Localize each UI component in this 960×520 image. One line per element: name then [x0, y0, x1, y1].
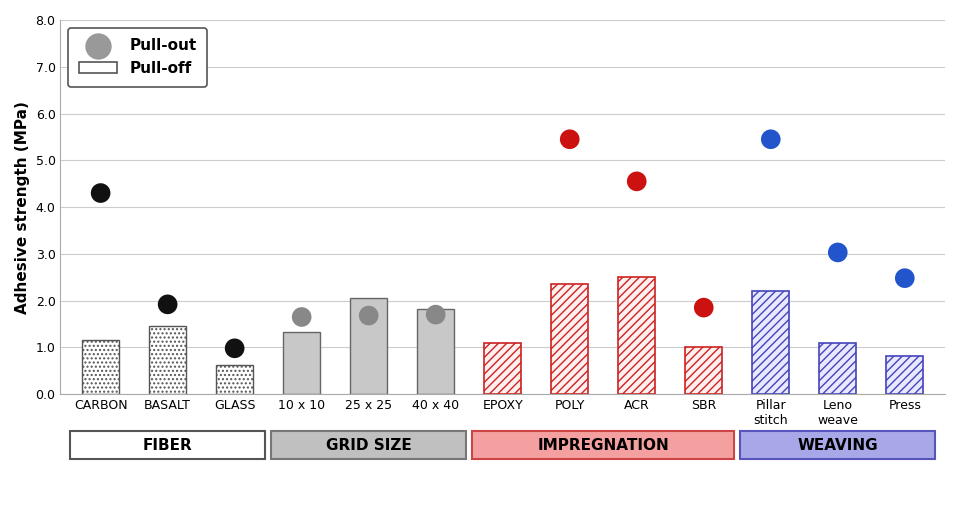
Text: IMPREGNATION: IMPREGNATION — [538, 438, 669, 452]
Point — [294, 313, 309, 321]
Point — [428, 310, 444, 319]
Point — [629, 177, 644, 186]
Point — [830, 248, 846, 256]
Bar — [149, 327, 186, 394]
Legend: Pull-out, Pull-off: Pull-out, Pull-off — [68, 28, 207, 87]
Text: GRID SIZE: GRID SIZE — [325, 438, 412, 452]
Point — [897, 274, 912, 282]
Bar — [484, 343, 521, 394]
Bar — [216, 365, 253, 394]
Bar — [618, 277, 655, 394]
Point — [696, 304, 711, 312]
Y-axis label: Adhesive strength (MPa): Adhesive strength (MPa) — [15, 101, 30, 314]
Bar — [685, 347, 722, 394]
Point — [227, 344, 242, 353]
Point — [763, 135, 779, 144]
Bar — [283, 332, 320, 394]
Point — [562, 135, 577, 144]
Point — [160, 300, 176, 308]
Bar — [83, 341, 119, 394]
Text: FIBER: FIBER — [143, 438, 193, 452]
Bar — [551, 284, 588, 394]
Bar — [886, 356, 924, 394]
Bar — [753, 291, 789, 394]
Bar — [418, 309, 454, 394]
Point — [361, 311, 376, 320]
Point — [93, 189, 108, 197]
Bar — [819, 343, 856, 394]
Text: WEAVING: WEAVING — [798, 438, 878, 452]
Bar — [350, 298, 387, 394]
